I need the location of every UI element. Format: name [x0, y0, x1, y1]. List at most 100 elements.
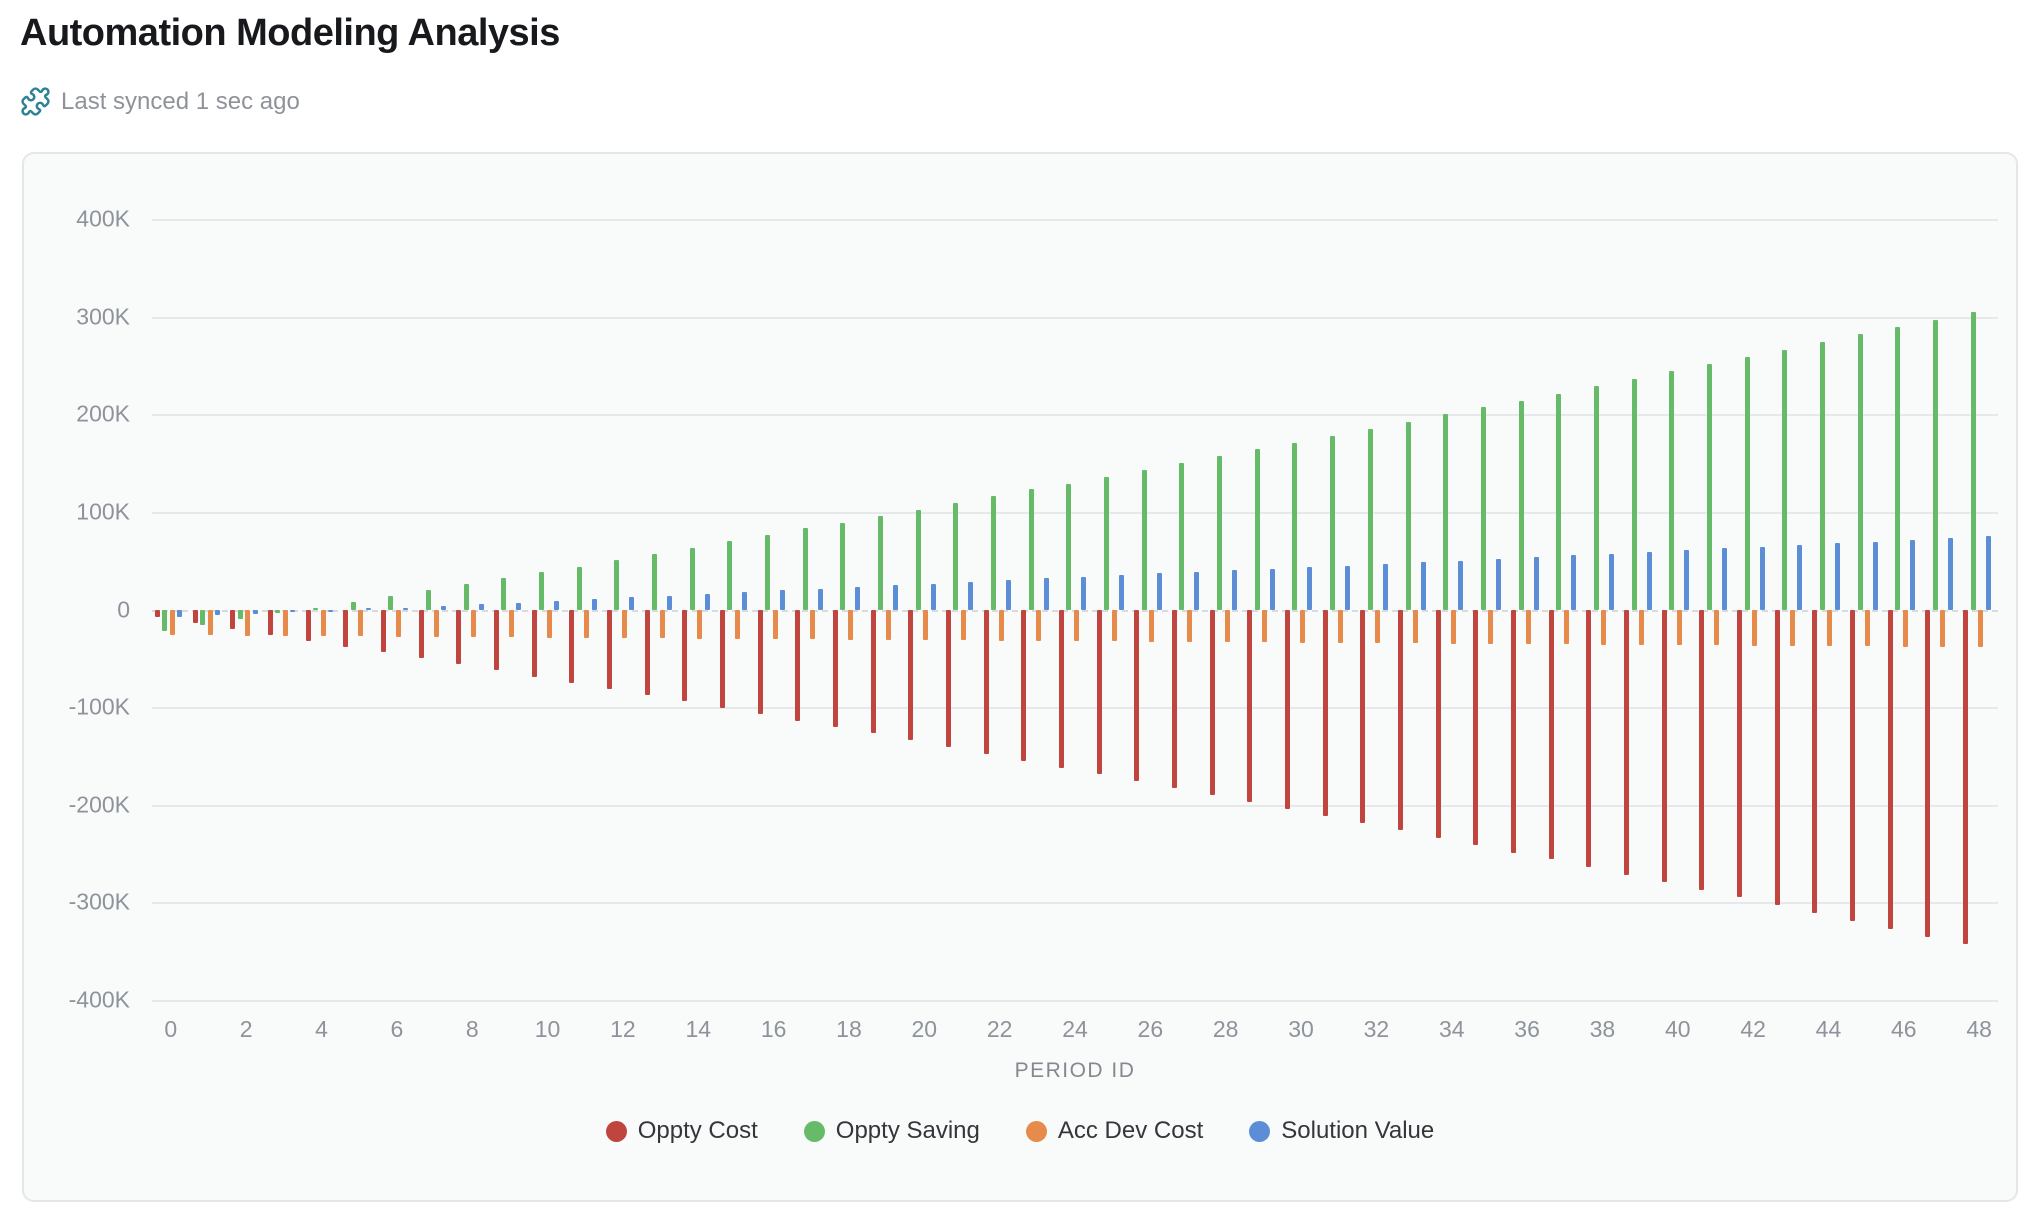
bar-oppty-saving-p29[interactable] — [1254, 449, 1260, 610]
bar-oppty-saving-p28[interactable] — [1217, 456, 1223, 610]
bar-acc-dev-cost-p1[interactable] — [207, 609, 213, 635]
bar-acc-dev-cost-p44[interactable] — [1827, 609, 1833, 646]
bar-oppty-cost-p16[interactable] — [757, 609, 763, 714]
bar-oppty-saving-p15[interactable] — [727, 541, 733, 610]
bar-oppty-saving-p48[interactable] — [1970, 311, 1976, 610]
bar-acc-dev-cost-p13[interactable] — [659, 609, 665, 638]
bar-acc-dev-cost-p43[interactable] — [1789, 609, 1795, 646]
bar-solution-value-p11[interactable] — [591, 598, 597, 610]
bar-oppty-cost-p8[interactable] — [456, 609, 462, 665]
bar-acc-dev-cost-p17[interactable] — [810, 609, 816, 639]
bar-solution-value-p7[interactable] — [441, 605, 447, 610]
bar-solution-value-p24[interactable] — [1081, 577, 1087, 610]
bar-solution-value-p35[interactable] — [1495, 558, 1501, 610]
bar-solution-value-p37[interactable] — [1571, 554, 1577, 610]
bar-oppty-cost-p31[interactable] — [1322, 609, 1328, 817]
bar-oppty-saving-p18[interactable] — [840, 522, 846, 610]
bar-oppty-saving-p23[interactable] — [1028, 489, 1034, 610]
bar-solution-value-p46[interactable] — [1910, 540, 1916, 610]
bar-oppty-cost-p38[interactable] — [1586, 609, 1592, 868]
bar-oppty-cost-p34[interactable] — [1435, 609, 1441, 838]
bar-acc-dev-cost-p34[interactable] — [1450, 609, 1456, 644]
bar-oppty-saving-p26[interactable] — [1141, 469, 1147, 610]
bar-oppty-cost-p14[interactable] — [682, 609, 688, 702]
bar-oppty-saving-p11[interactable] — [576, 566, 582, 610]
bar-solution-value-p17[interactable] — [817, 589, 823, 610]
bar-solution-value-p48[interactable] — [1985, 536, 1991, 610]
bar-acc-dev-cost-p28[interactable] — [1224, 609, 1230, 642]
bar-acc-dev-cost-p22[interactable] — [998, 609, 1004, 641]
legend-item-oppty-saving[interactable]: Oppty Saving — [803, 1117, 980, 1145]
bar-oppty-saving-p16[interactable] — [765, 535, 771, 610]
bar-acc-dev-cost-p46[interactable] — [1902, 609, 1908, 647]
bar-oppty-cost-p28[interactable] — [1209, 609, 1215, 795]
bar-oppty-cost-p36[interactable] — [1511, 609, 1517, 853]
bar-oppty-cost-p4[interactable] — [305, 609, 311, 641]
bar-solution-value-p28[interactable] — [1232, 570, 1238, 610]
bar-solution-value-p29[interactable] — [1269, 568, 1275, 610]
bar-acc-dev-cost-p48[interactable] — [1978, 609, 1984, 647]
bar-acc-dev-cost-p8[interactable] — [471, 609, 477, 637]
bar-oppty-cost-p30[interactable] — [1284, 609, 1290, 809]
legend-item-acc-dev-cost[interactable]: Acc Dev Cost — [1025, 1117, 1203, 1145]
bar-acc-dev-cost-p7[interactable] — [433, 609, 439, 637]
bar-acc-dev-cost-p11[interactable] — [584, 609, 590, 638]
bar-acc-dev-cost-p36[interactable] — [1526, 609, 1532, 644]
bar-oppty-cost-p41[interactable] — [1699, 609, 1705, 890]
bar-oppty-cost-p48[interactable] — [1963, 609, 1969, 945]
bar-acc-dev-cost-p27[interactable] — [1186, 609, 1192, 642]
bar-oppty-cost-p23[interactable] — [1021, 609, 1027, 761]
bar-oppty-saving-p32[interactable] — [1367, 428, 1373, 610]
bar-oppty-saving-p4[interactable] — [313, 607, 319, 610]
bar-oppty-saving-p5[interactable] — [350, 601, 356, 610]
bar-oppty-cost-p3[interactable] — [267, 609, 273, 635]
bar-solution-value-p40[interactable] — [1684, 549, 1690, 610]
bar-acc-dev-cost-p21[interactable] — [960, 609, 966, 640]
bar-solution-value-p4[interactable] — [328, 609, 334, 612]
bar-acc-dev-cost-p18[interactable] — [847, 609, 853, 640]
bar-oppty-cost-p37[interactable] — [1548, 609, 1554, 860]
bar-oppty-saving-p38[interactable] — [1593, 385, 1599, 610]
bar-acc-dev-cost-p26[interactable] — [1149, 609, 1155, 642]
bar-oppty-cost-p40[interactable] — [1661, 609, 1667, 882]
legend-item-oppty-cost[interactable]: Oppty Cost — [605, 1117, 758, 1145]
bar-solution-value-p36[interactable] — [1533, 556, 1539, 610]
bar-oppty-saving-p42[interactable] — [1744, 356, 1750, 610]
bar-oppty-cost-p0[interactable] — [154, 609, 160, 618]
bar-solution-value-p13[interactable] — [667, 595, 673, 610]
bar-oppty-cost-p5[interactable] — [343, 609, 349, 647]
bar-oppty-cost-p9[interactable] — [493, 609, 499, 671]
bar-oppty-saving-p39[interactable] — [1631, 379, 1637, 610]
bar-oppty-saving-p14[interactable] — [689, 548, 695, 610]
bar-oppty-cost-p15[interactable] — [719, 609, 725, 709]
bar-acc-dev-cost-p42[interactable] — [1752, 609, 1758, 646]
bar-solution-value-p22[interactable] — [1006, 580, 1012, 610]
bar-oppty-saving-p31[interactable] — [1330, 435, 1336, 610]
bar-solution-value-p25[interactable] — [1119, 575, 1125, 610]
bar-solution-value-p2[interactable] — [252, 609, 258, 615]
bar-solution-value-p38[interactable] — [1608, 553, 1614, 610]
bar-solution-value-p26[interactable] — [1156, 573, 1162, 610]
bar-oppty-cost-p7[interactable] — [418, 609, 424, 659]
bar-oppty-cost-p17[interactable] — [795, 609, 801, 721]
bar-oppty-saving-p9[interactable] — [501, 578, 507, 610]
bar-acc-dev-cost-p0[interactable] — [169, 609, 175, 635]
bar-oppty-cost-p29[interactable] — [1247, 609, 1253, 802]
bar-oppty-cost-p12[interactable] — [606, 609, 612, 689]
bar-oppty-saving-p8[interactable] — [463, 584, 469, 610]
bar-oppty-cost-p13[interactable] — [644, 609, 650, 696]
bar-oppty-saving-p35[interactable] — [1480, 407, 1486, 610]
bar-acc-dev-cost-p39[interactable] — [1639, 609, 1645, 645]
bar-oppty-saving-p46[interactable] — [1895, 327, 1901, 610]
bar-solution-value-p10[interactable] — [554, 600, 560, 610]
bar-acc-dev-cost-p30[interactable] — [1299, 609, 1305, 643]
bar-acc-dev-cost-p35[interactable] — [1488, 609, 1494, 644]
bar-oppty-cost-p27[interactable] — [1171, 609, 1177, 789]
bar-oppty-cost-p10[interactable] — [531, 609, 537, 677]
bar-acc-dev-cost-p19[interactable] — [885, 609, 891, 640]
bar-oppty-saving-p3[interactable] — [275, 609, 281, 614]
bar-solution-value-p34[interactable] — [1458, 560, 1464, 610]
bar-oppty-saving-p44[interactable] — [1819, 342, 1825, 610]
bar-oppty-cost-p47[interactable] — [1925, 609, 1931, 937]
bar-solution-value-p33[interactable] — [1420, 561, 1426, 610]
